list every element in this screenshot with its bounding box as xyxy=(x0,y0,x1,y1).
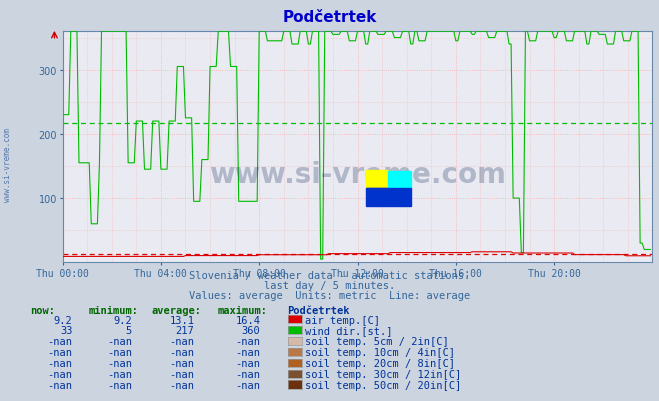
Text: soil temp. 30cm / 12in[C]: soil temp. 30cm / 12in[C] xyxy=(305,369,461,379)
Text: 33: 33 xyxy=(60,326,72,336)
Text: -nan: -nan xyxy=(47,347,72,357)
Text: -nan: -nan xyxy=(47,336,72,346)
Text: minimum:: minimum: xyxy=(89,305,139,315)
Text: 360: 360 xyxy=(242,326,260,336)
Text: average:: average: xyxy=(152,305,202,315)
Text: 5: 5 xyxy=(126,326,132,336)
Text: -nan: -nan xyxy=(235,347,260,357)
Text: -nan: -nan xyxy=(235,380,260,390)
Text: Podčetrtek: Podčetrtek xyxy=(282,10,377,25)
Text: -nan: -nan xyxy=(169,347,194,357)
Text: Podčetrtek: Podčetrtek xyxy=(287,305,349,315)
Text: -nan: -nan xyxy=(107,369,132,379)
Text: -nan: -nan xyxy=(107,347,132,357)
Text: wind dir.[st.]: wind dir.[st.] xyxy=(305,326,393,336)
Text: -nan: -nan xyxy=(47,369,72,379)
Text: www.si-vreme.com: www.si-vreme.com xyxy=(3,128,13,201)
Text: -nan: -nan xyxy=(169,336,194,346)
Text: soil temp. 10cm / 4in[C]: soil temp. 10cm / 4in[C] xyxy=(305,347,455,357)
Text: Values: average  Units: metric  Line: average: Values: average Units: metric Line: aver… xyxy=(189,291,470,301)
Text: -nan: -nan xyxy=(235,358,260,368)
Text: -nan: -nan xyxy=(47,358,72,368)
Text: soil temp. 50cm / 20in[C]: soil temp. 50cm / 20in[C] xyxy=(305,380,461,390)
Text: -nan: -nan xyxy=(169,358,194,368)
Text: -nan: -nan xyxy=(107,336,132,346)
Text: 217: 217 xyxy=(176,326,194,336)
Text: 9.2: 9.2 xyxy=(113,315,132,325)
Text: soil temp. 5cm / 2in[C]: soil temp. 5cm / 2in[C] xyxy=(305,336,449,346)
Bar xyxy=(366,172,388,189)
Text: -nan: -nan xyxy=(107,380,132,390)
Text: Slovenia / weather data - automatic stations.: Slovenia / weather data - automatic stat… xyxy=(189,271,470,281)
Polygon shape xyxy=(366,189,388,206)
Text: 9.2: 9.2 xyxy=(54,315,72,325)
Polygon shape xyxy=(388,189,411,206)
Text: -nan: -nan xyxy=(169,369,194,379)
Text: maximum:: maximum: xyxy=(217,305,268,315)
Text: now:: now: xyxy=(30,305,55,315)
Bar xyxy=(366,189,411,206)
Polygon shape xyxy=(366,171,388,189)
Text: www.si-vreme.com: www.si-vreme.com xyxy=(209,161,506,189)
Text: -nan: -nan xyxy=(235,336,260,346)
Text: -nan: -nan xyxy=(169,380,194,390)
Text: -nan: -nan xyxy=(235,369,260,379)
Bar xyxy=(388,172,411,189)
Text: -nan: -nan xyxy=(47,380,72,390)
Text: 13.1: 13.1 xyxy=(169,315,194,325)
Text: air temp.[C]: air temp.[C] xyxy=(305,315,380,325)
Text: last day / 5 minutes.: last day / 5 minutes. xyxy=(264,281,395,291)
Text: soil temp. 20cm / 8in[C]: soil temp. 20cm / 8in[C] xyxy=(305,358,455,368)
Text: 16.4: 16.4 xyxy=(235,315,260,325)
Text: -nan: -nan xyxy=(107,358,132,368)
